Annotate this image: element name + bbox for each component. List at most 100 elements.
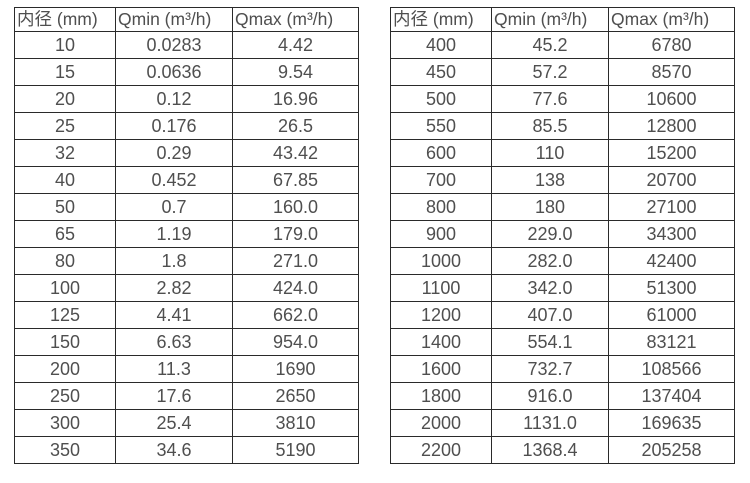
table-cell: 10: [14, 31, 116, 59]
table-row: 10 0.0283 4.42: [14, 31, 359, 59]
table-cell: 200: [14, 355, 116, 383]
table-cell: 40: [14, 166, 116, 194]
table-cell: 34300: [608, 220, 735, 248]
table-cell: 342.0: [491, 274, 609, 302]
table-cell: 125: [14, 301, 116, 329]
table-cell: 554.1: [491, 328, 609, 356]
table-cell: 61000: [608, 301, 735, 329]
table-cell: 1600: [390, 355, 492, 383]
table-cell: 4.41: [115, 301, 233, 329]
table-row: 250 17.6 2650: [14, 382, 359, 410]
table-cell: 600: [390, 139, 492, 167]
table-cell: 205258: [608, 436, 735, 464]
table-row: 2200 1368.4 205258: [390, 436, 735, 464]
table-cell: 271.0: [232, 247, 359, 275]
table-cell: 400: [390, 31, 492, 59]
table-cell: 45.2: [491, 31, 609, 59]
table-cell: 6.63: [115, 328, 233, 356]
table-cell: 662.0: [232, 301, 359, 329]
table-cell: 150: [14, 328, 116, 356]
table-row: 25 0.176 26.5: [14, 112, 359, 140]
table-row: 15 0.0636 9.54: [14, 58, 359, 86]
table-cell: 0.29: [115, 139, 233, 167]
header-row: 内径 (mm) Qmin (m³/h) Qmax (m³/h): [14, 7, 359, 32]
table-cell: 9.54: [232, 58, 359, 86]
table-cell: 20: [14, 85, 116, 113]
table-cell: 1690: [232, 355, 359, 383]
table-cell: 1000: [390, 247, 492, 275]
table-cell: 25.4: [115, 409, 233, 437]
table-cell: 916.0: [491, 382, 609, 410]
table-cell: 160.0: [232, 193, 359, 221]
table-row: 300 25.4 3810: [14, 409, 359, 437]
table-cell: 180: [491, 193, 609, 221]
column-header: 内径 (mm): [390, 7, 492, 32]
table-cell: 169635: [608, 409, 735, 437]
table-cell: 110: [491, 139, 609, 167]
table-row: 1100 342.0 51300: [390, 274, 735, 302]
column-header: 内径 (mm): [14, 7, 116, 32]
table-cell: 1131.0: [491, 409, 609, 437]
table-cell: 0.176: [115, 112, 233, 140]
table-cell: 407.0: [491, 301, 609, 329]
column-header: Qmax (m³/h): [608, 7, 735, 32]
table-row: 80 1.8 271.0: [14, 247, 359, 275]
table-row: 900 229.0 34300: [390, 220, 735, 248]
table-cell: 1368.4: [491, 436, 609, 464]
table-cell: 1100: [390, 274, 492, 302]
table-cell: 15200: [608, 139, 735, 167]
table-row: 400 45.2 6780: [390, 31, 735, 59]
table-row: 150 6.63 954.0: [14, 328, 359, 356]
table-cell: 900: [390, 220, 492, 248]
table-row: 600 110 15200: [390, 139, 735, 167]
table-cell: 8570: [608, 58, 735, 86]
table-cell: 16.96: [232, 85, 359, 113]
table-row: 2000 1131.0 169635: [390, 409, 735, 437]
table-row: 200 11.3 1690: [14, 355, 359, 383]
table-row: 32 0.29 43.42: [14, 139, 359, 167]
table-cell: 25: [14, 112, 116, 140]
table-cell: 732.7: [491, 355, 609, 383]
table-cell: 1800: [390, 382, 492, 410]
table-cell: 138: [491, 166, 609, 194]
table-row: 100 2.82 424.0: [14, 274, 359, 302]
table-cell: 15: [14, 58, 116, 86]
table-row: 700 138 20700: [390, 166, 735, 194]
table-cell: 5190: [232, 436, 359, 464]
table-cell: 26.5: [232, 112, 359, 140]
table-row: 1000 282.0 42400: [390, 247, 735, 275]
table-cell: 50: [14, 193, 116, 221]
table-cell: 43.42: [232, 139, 359, 167]
table-row: 65 1.19 179.0: [14, 220, 359, 248]
table-cell: 424.0: [232, 274, 359, 302]
table-cell: 550: [390, 112, 492, 140]
table-cell: 100: [14, 274, 116, 302]
table-cell: 80: [14, 247, 116, 275]
table-cell: 27100: [608, 193, 735, 221]
table-cell: 954.0: [232, 328, 359, 356]
table-row: 40 0.452 67.85: [14, 166, 359, 194]
table-cell: 17.6: [115, 382, 233, 410]
table-cell: 137404: [608, 382, 735, 410]
table-row: 50 0.7 160.0: [14, 193, 359, 221]
table-cell: 2200: [390, 436, 492, 464]
table-cell: 6780: [608, 31, 735, 59]
table-cell: 85.5: [491, 112, 609, 140]
table-row: 1400 554.1 83121: [390, 328, 735, 356]
header-row: 内径 (mm) Qmin (m³/h) Qmax (m³/h): [390, 7, 735, 32]
table-row: 1600 732.7 108566: [390, 355, 735, 383]
flow-table-large-diameters: 内径 (mm) Qmin (m³/h) Qmax (m³/h) 400 45.2 6780…: [390, 7, 735, 464]
table-cell: 34.6: [115, 436, 233, 464]
table-cell: 300: [14, 409, 116, 437]
table-cell: 57.2: [491, 58, 609, 86]
table-row: 1200 407.0 61000: [390, 301, 735, 329]
table-cell: 0.0636: [115, 58, 233, 86]
table-cell: 0.12: [115, 85, 233, 113]
column-header: Qmax (m³/h): [232, 7, 359, 32]
table-cell: 2.82: [115, 274, 233, 302]
table-cell: 108566: [608, 355, 735, 383]
table-cell: 2000: [390, 409, 492, 437]
table-cell: 0.7: [115, 193, 233, 221]
table-cell: 282.0: [491, 247, 609, 275]
table-cell: 4.42: [232, 31, 359, 59]
